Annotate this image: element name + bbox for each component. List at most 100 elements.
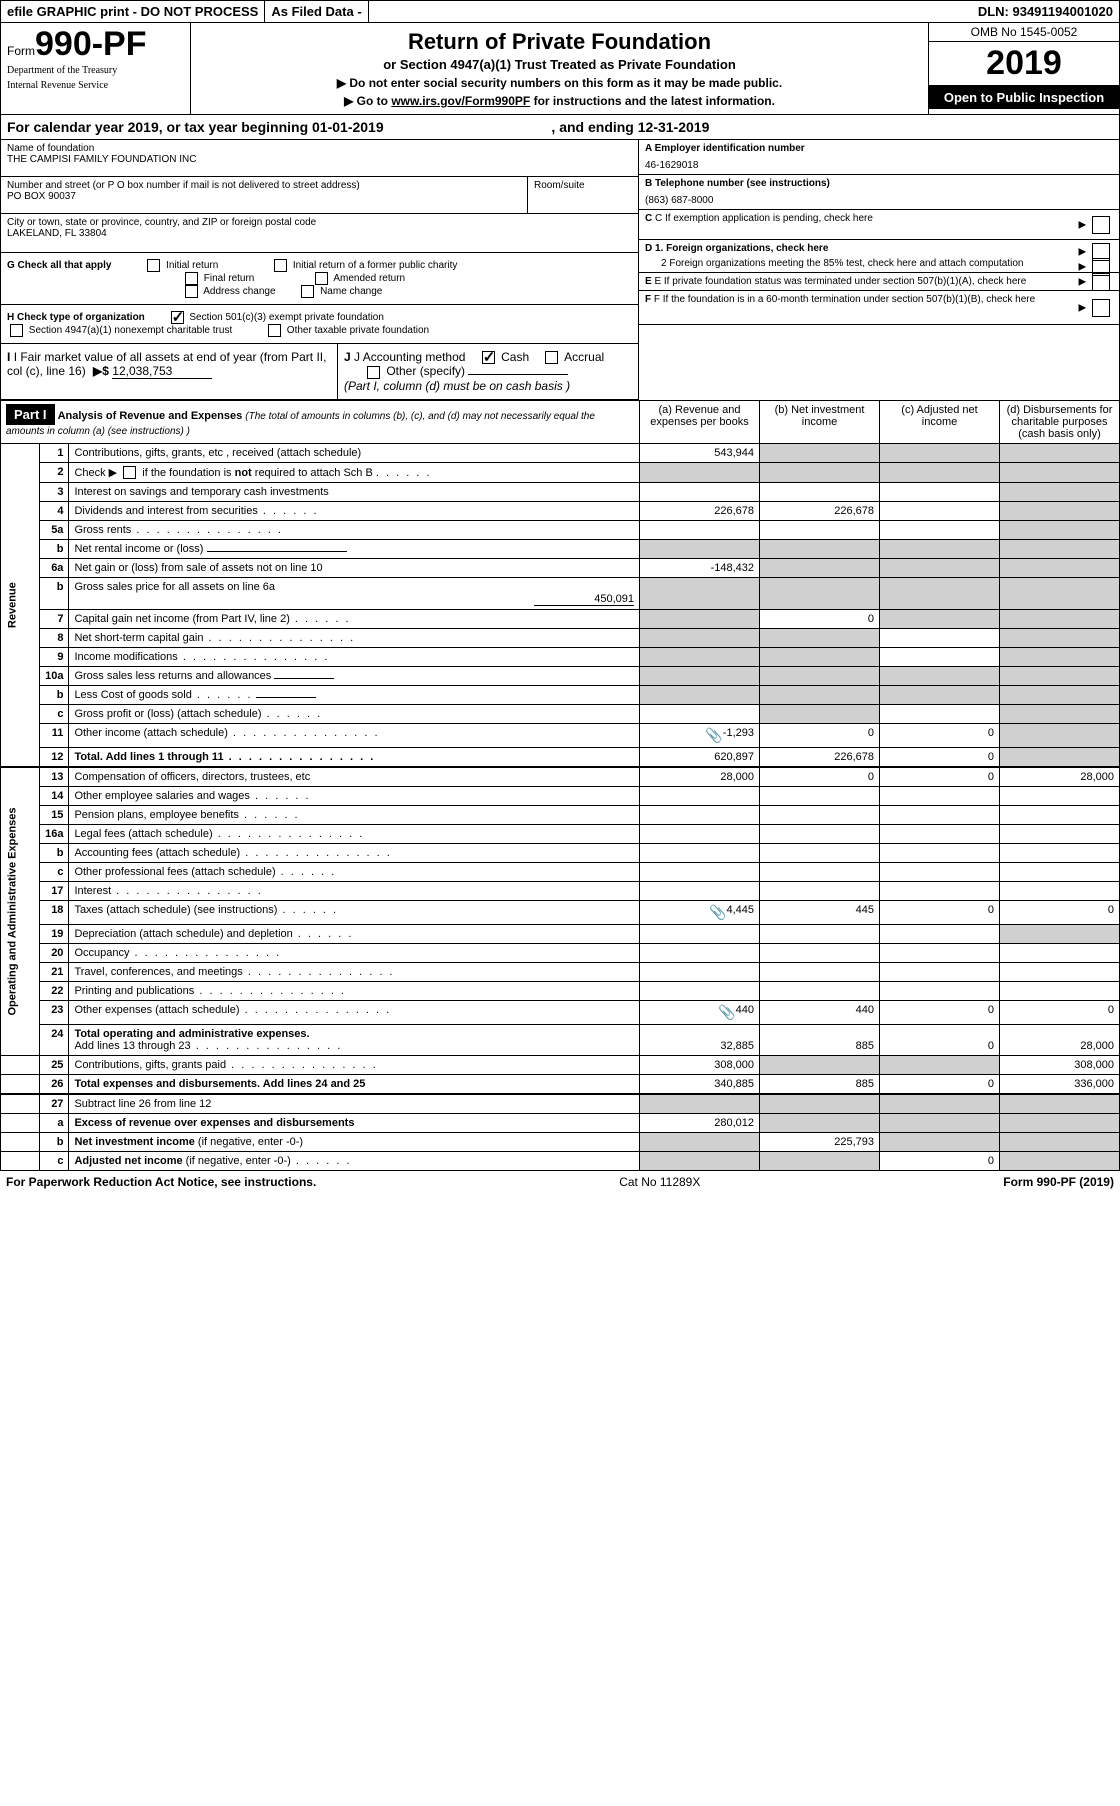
chk-501c3[interactable] <box>171 311 184 324</box>
footer-center: Cat No 11289X <box>619 1175 700 1189</box>
row-18: 18 Taxes (attach schedule) (see instruct… <box>1 901 1120 925</box>
row-2: 2 Check ▶ if the foundation is not requi… <box>1 462 1120 483</box>
g-label: G Check all that apply <box>7 260 111 271</box>
e-cell: E E If private foundation status was ter… <box>639 273 1119 291</box>
form-prefix: Form <box>7 44 35 58</box>
name-cell: Name of foundation THE CAMPISI FAMILY FO… <box>1 140 638 177</box>
row-3: 3 Interest on savings and temporary cash… <box>1 483 1120 502</box>
form-number-box: Form990-PF Department of the Treasury In… <box>1 23 191 114</box>
ij-row: I I Fair market value of all assets at e… <box>1 344 638 400</box>
ein-value: 46-1629018 <box>645 160 1113 171</box>
chk-e[interactable] <box>1092 273 1110 291</box>
row-22: 22 Printing and publications <box>1 982 1120 1001</box>
chk-c[interactable] <box>1092 216 1110 234</box>
chk-cash[interactable] <box>482 351 495 364</box>
c-cell: C C If exemption application is pending,… <box>639 210 1119 240</box>
row-11: 11 Other income (attach schedule) 📎 -1,2… <box>1 724 1120 748</box>
form-note-2: ▶ Go to www.irs.gov/Form990PF for instru… <box>199 94 920 108</box>
expenses-sidebar: Operating and Administrative Expenses <box>1 767 40 1056</box>
dln-block: DLN: 93491194001020 <box>972 1 1119 22</box>
row-5b: b Net rental income or (loss) <box>1 540 1120 559</box>
row-12: 12 Total. Add lines 1 through 11 620,897… <box>1 748 1120 768</box>
calendar-year-bar: For calendar year 2019, or tax year begi… <box>0 115 1120 140</box>
row-15: 15 Pension plans, employee benefits <box>1 806 1120 825</box>
asfiled-label: As Filed Data - <box>265 1 368 22</box>
col-c-header: (c) Adjusted net income <box>880 400 1000 443</box>
tax-year: 2019 <box>929 42 1119 86</box>
row-6b: b Gross sales price for all assets on li… <box>1 578 1120 610</box>
g-section: G Check all that apply Initial return In… <box>1 253 638 305</box>
attachment-icon[interactable]: 📎 <box>705 727 722 743</box>
efile-label: efile GRAPHIC print - DO NOT PROCESS <box>1 1 265 22</box>
row-26: 26 Total expenses and disbursements. Add… <box>1 1075 1120 1095</box>
footer-left: For Paperwork Reduction Act Notice, see … <box>6 1175 316 1189</box>
attachment-icon[interactable]: 📎 <box>718 1004 735 1020</box>
chk-4947[interactable] <box>10 324 23 337</box>
chk-other-method[interactable] <box>367 366 380 379</box>
chk-schb[interactable] <box>123 466 136 479</box>
city-value: LAKELAND, FL 33804 <box>7 228 632 239</box>
row-27: 27 Subtract line 26 from line 12 <box>1 1094 1120 1114</box>
chk-initial[interactable] <box>147 259 160 272</box>
addr-label: Number and street (or P O box number if … <box>7 180 521 191</box>
row-4: 4 Dividends and interest from securities… <box>1 502 1120 521</box>
row-13: Operating and Administrative Expenses 13… <box>1 767 1120 787</box>
row-24: 24 Total operating and administrative ex… <box>1 1025 1120 1056</box>
form-note-1: ▶ Do not enter social security numbers o… <box>199 76 920 90</box>
i-value: 12,038,753 <box>112 364 212 379</box>
chk-f[interactable] <box>1092 299 1110 317</box>
row-9: 9 Income modifications <box>1 648 1120 667</box>
j-section: J J Accounting method Cash Accrual Other… <box>338 344 638 399</box>
chk-final[interactable] <box>185 272 198 285</box>
row-14: 14 Other employee salaries and wages <box>1 787 1120 806</box>
phone-value: (863) 687-8000 <box>645 195 1113 206</box>
entity-info-section: Name of foundation THE CAMPISI FAMILY FO… <box>0 140 1120 400</box>
row-16b: b Accounting fees (attach schedule) <box>1 844 1120 863</box>
efile-header-strip: efile GRAPHIC print - DO NOT PROCESS As … <box>0 0 1120 23</box>
row-19: 19 Depreciation (attach schedule) and de… <box>1 925 1120 944</box>
chk-addr-change[interactable] <box>185 285 198 298</box>
footer: For Paperwork Reduction Act Notice, see … <box>0 1171 1120 1193</box>
chk-other-taxable[interactable] <box>268 324 281 337</box>
attachment-icon[interactable]: 📎 <box>709 904 726 920</box>
col-d-header: (d) Disbursements for charitable purpose… <box>1000 400 1120 443</box>
addr-value: PO BOX 90037 <box>7 191 521 202</box>
row-8: 8 Net short-term capital gain <box>1 629 1120 648</box>
row-17: 17 Interest <box>1 882 1120 901</box>
foundation-name: THE CAMPISI FAMILY FOUNDATION INC <box>7 154 632 165</box>
dln-label: DLN: <box>978 4 1009 19</box>
year-box: OMB No 1545-0052 2019 Open to Public Ins… <box>929 23 1119 114</box>
form-top-header: Form990-PF Department of the Treasury In… <box>0 23 1120 115</box>
title-box: Return of Private Foundation or Section … <box>191 23 929 114</box>
row-7: 7 Capital gain net income (from Part IV,… <box>1 610 1120 629</box>
ein-cell: A Employer identification number 46-1629… <box>639 140 1119 175</box>
chk-name-change[interactable] <box>301 285 314 298</box>
row-27c: c Adjusted net income (if negative, ente… <box>1 1152 1120 1171</box>
dln-value: 93491194001020 <box>1012 4 1113 19</box>
row-21: 21 Travel, conferences, and meetings <box>1 963 1120 982</box>
part1-label: Part I <box>6 404 55 425</box>
row-16a: 16a Legal fees (attach schedule) <box>1 825 1120 844</box>
h-label: H Check type of organization <box>7 312 145 323</box>
row-25: 25 Contributions, gifts, grants paid 308… <box>1 1056 1120 1075</box>
chk-amended[interactable] <box>315 272 328 285</box>
row-23: 23 Other expenses (attach schedule) 📎 44… <box>1 1001 1120 1025</box>
row-1: Revenue 1 Contributions, gifts, grants, … <box>1 443 1120 462</box>
col-b-header: (b) Net investment income <box>760 400 880 443</box>
name-label: Name of foundation <box>7 143 632 154</box>
row-6a: 6a Net gain or (loss) from sale of asset… <box>1 559 1120 578</box>
footer-right: Form 990-PF (2019) <box>1003 1175 1114 1189</box>
city-label: City or town, state or province, country… <box>7 217 632 228</box>
row-20: 20 Occupancy <box>1 944 1120 963</box>
phone-cell: B Telephone number (see instructions) (8… <box>639 175 1119 210</box>
f-cell: F F If the foundation is in a 60-month t… <box>639 291 1119 325</box>
form-number: 990-PF <box>35 25 147 63</box>
open-public: Open to Public Inspection <box>929 86 1119 109</box>
form-link[interactable]: www.irs.gov/Form990PF <box>391 94 530 108</box>
room-label: Room/suite <box>534 180 632 191</box>
chk-accrual[interactable] <box>545 351 558 364</box>
chk-initial-former[interactable] <box>274 259 287 272</box>
row-27a: a Excess of revenue over expenses and di… <box>1 1114 1120 1133</box>
form-title: Return of Private Foundation <box>199 29 920 55</box>
col-a-header: (a) Revenue and expenses per books <box>640 400 760 443</box>
